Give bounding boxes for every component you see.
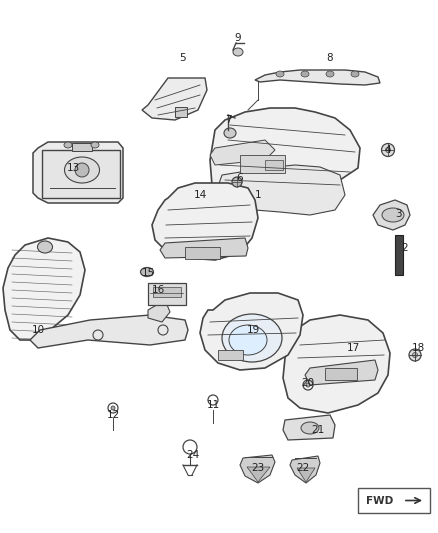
Polygon shape: [33, 142, 123, 203]
Polygon shape: [210, 140, 275, 165]
Text: 21: 21: [311, 425, 325, 435]
Text: 20: 20: [301, 378, 314, 388]
Text: 17: 17: [346, 343, 360, 353]
Ellipse shape: [301, 422, 319, 434]
Ellipse shape: [222, 314, 282, 362]
Ellipse shape: [75, 163, 89, 177]
Polygon shape: [160, 238, 248, 258]
Ellipse shape: [326, 71, 334, 77]
Polygon shape: [297, 468, 315, 482]
Ellipse shape: [409, 349, 421, 361]
Polygon shape: [215, 165, 345, 215]
Bar: [358, 488, 430, 513]
Ellipse shape: [382, 208, 404, 222]
Ellipse shape: [351, 71, 359, 77]
Text: 16: 16: [152, 285, 165, 295]
Text: 24: 24: [187, 450, 200, 460]
Polygon shape: [283, 315, 390, 413]
Ellipse shape: [232, 177, 242, 187]
Text: 2: 2: [402, 243, 408, 253]
Bar: [42, 150, 120, 198]
Text: 10: 10: [32, 325, 45, 335]
Polygon shape: [283, 415, 335, 440]
Polygon shape: [152, 183, 258, 260]
Ellipse shape: [224, 128, 236, 138]
Text: 15: 15: [141, 268, 155, 278]
Ellipse shape: [385, 148, 391, 152]
Bar: [175, 107, 187, 117]
Text: 9: 9: [235, 33, 241, 43]
Text: FWD: FWD: [366, 497, 394, 506]
Polygon shape: [373, 200, 410, 230]
Polygon shape: [247, 467, 270, 482]
Polygon shape: [305, 360, 378, 385]
Ellipse shape: [64, 142, 72, 148]
Text: 1: 1: [254, 190, 261, 200]
Text: 7: 7: [225, 115, 231, 125]
Text: 11: 11: [206, 400, 219, 410]
Text: 3: 3: [395, 209, 401, 219]
Bar: [218, 350, 243, 360]
Text: 18: 18: [411, 343, 424, 353]
Bar: [72, 143, 92, 151]
Bar: [185, 247, 220, 259]
Ellipse shape: [233, 48, 243, 56]
Ellipse shape: [111, 406, 115, 410]
Ellipse shape: [38, 241, 53, 253]
Polygon shape: [240, 455, 275, 483]
Ellipse shape: [64, 157, 99, 183]
Polygon shape: [210, 108, 360, 195]
Text: 13: 13: [67, 163, 80, 173]
Bar: [265, 160, 283, 170]
Polygon shape: [200, 293, 303, 370]
Text: 23: 23: [251, 463, 265, 473]
Ellipse shape: [306, 383, 310, 387]
Text: 6: 6: [237, 173, 244, 183]
Polygon shape: [3, 238, 85, 340]
Polygon shape: [30, 315, 188, 348]
Text: 22: 22: [297, 463, 310, 473]
Text: 8: 8: [327, 53, 333, 63]
Bar: [153, 287, 181, 297]
Polygon shape: [395, 235, 403, 275]
Polygon shape: [255, 70, 380, 85]
Ellipse shape: [381, 143, 395, 157]
Ellipse shape: [413, 352, 417, 358]
Ellipse shape: [91, 142, 99, 148]
Polygon shape: [290, 456, 320, 483]
Text: 12: 12: [106, 410, 120, 420]
Ellipse shape: [301, 71, 309, 77]
Ellipse shape: [276, 71, 284, 77]
Text: 19: 19: [246, 325, 260, 335]
Text: 5: 5: [180, 53, 186, 63]
Text: 4: 4: [385, 145, 391, 155]
Ellipse shape: [141, 268, 153, 277]
Polygon shape: [148, 300, 170, 322]
Bar: [325, 368, 357, 380]
Ellipse shape: [229, 325, 267, 355]
Bar: [148, 283, 186, 305]
Bar: [240, 155, 285, 173]
Polygon shape: [142, 78, 207, 120]
Text: 14: 14: [193, 190, 207, 200]
